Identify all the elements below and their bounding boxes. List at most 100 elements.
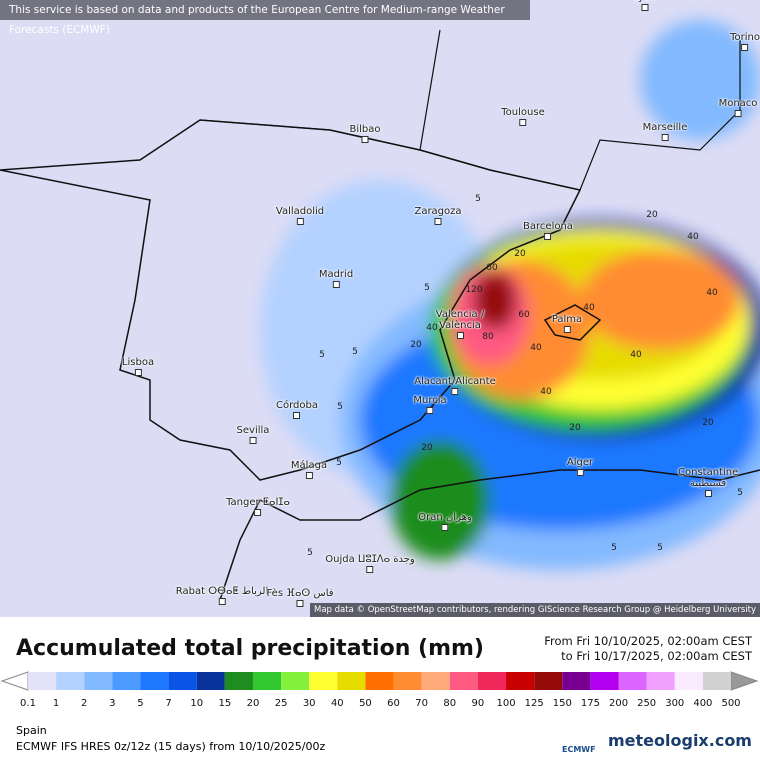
city-label: Lisboa xyxy=(122,357,154,376)
ecmwf-logo[interactable]: ECMWF xyxy=(562,745,596,754)
legend-swatch xyxy=(674,672,703,690)
legend-label: 175 xyxy=(580,698,600,709)
legend-label: 80 xyxy=(443,698,457,709)
city-label: Constantine قسنطينة xyxy=(678,467,738,497)
legend-arrow-high xyxy=(730,671,759,691)
city-label: Torino xyxy=(730,32,760,51)
contour-label: 5 xyxy=(319,350,325,360)
contour-label: 60 xyxy=(486,263,498,273)
contour-label: 20 xyxy=(514,249,526,259)
legend-swatch xyxy=(112,672,141,690)
contour-label: 40 xyxy=(706,288,718,298)
city-label: Madrid xyxy=(319,269,353,288)
legend-swatch xyxy=(702,672,731,690)
legend-label: 10 xyxy=(190,698,204,709)
city-label: Tanger ⵟⴰⵏⵊⴰ xyxy=(226,497,290,516)
legend-label: 50 xyxy=(359,698,372,709)
city-label: Valladolid xyxy=(276,206,324,225)
city-label: Barcelona xyxy=(523,221,573,240)
contour-label: 120 xyxy=(465,285,483,295)
contour-label: 20 xyxy=(410,340,422,350)
legend-swatch xyxy=(252,672,282,690)
contour-label: 40 xyxy=(630,350,642,360)
legend-label: 7 xyxy=(165,698,172,709)
legend-swatch xyxy=(646,672,675,690)
city-label: Toulouse xyxy=(501,107,544,126)
legend-swatch xyxy=(196,672,225,690)
meteologix-logo[interactable]: meteologix.com xyxy=(608,731,752,750)
legend-label: 40 xyxy=(330,698,344,709)
contour-label: 80 xyxy=(482,332,494,342)
legend-swatch xyxy=(477,672,507,690)
city-label: Lyon xyxy=(633,0,656,11)
banner: This service is based on data and produc… xyxy=(0,0,530,36)
legend-label: 5 xyxy=(137,698,144,709)
city-label: Málaga xyxy=(291,460,327,479)
contour-label: 40 xyxy=(530,343,542,353)
legend-swatch xyxy=(56,672,85,690)
legend-swatch xyxy=(224,672,253,690)
contour-label: 20 xyxy=(569,423,581,433)
contour-label: 5 xyxy=(352,347,358,357)
city-label: Alger xyxy=(567,457,593,476)
city-label: Rabat ⵔⴱⴰⵟ الرباط xyxy=(176,586,268,605)
region: Spain xyxy=(16,724,47,737)
legend-label: 2 xyxy=(81,698,88,709)
legend-label: 125 xyxy=(524,698,544,709)
city-label: Sevilla xyxy=(237,425,270,444)
city-label: Marseille xyxy=(643,122,688,141)
city-label: Zaragoza xyxy=(414,206,461,225)
legend-swatch xyxy=(421,672,450,690)
legend-swatch xyxy=(281,672,310,690)
precip-field xyxy=(0,20,760,601)
contour-label: 40 xyxy=(540,387,552,397)
contour-label: 60 xyxy=(518,310,530,320)
attribution[interactable]: Map data © OpenStreetMap contributors, r… xyxy=(310,603,760,617)
legend-label: 25 xyxy=(274,698,288,709)
legend-label: 400 xyxy=(693,698,713,709)
legend-label: 150 xyxy=(552,698,572,709)
period-to: to Fri 10/17/2025, 02:00am CEST xyxy=(561,649,752,663)
legend-label: 90 xyxy=(471,698,485,709)
contour-label: 5 xyxy=(337,402,343,412)
contour-label: 5 xyxy=(336,458,342,468)
legend-swatch xyxy=(84,672,113,690)
legend-label: 100 xyxy=(496,698,516,709)
legend-label: 30 xyxy=(302,698,316,709)
city-label: Oran وهران xyxy=(418,512,471,531)
legend-label: 60 xyxy=(387,698,400,709)
contour-label: 40 xyxy=(583,303,595,313)
city-label: Fès ⴼⴰⵙ فاس xyxy=(266,588,333,607)
city-label: Monaco xyxy=(719,98,758,117)
map[interactable]: This service is based on data and produc… xyxy=(0,0,760,617)
legend-swatch xyxy=(506,672,535,690)
legend-label: 500 xyxy=(721,698,741,709)
legend-arrow-low xyxy=(0,671,29,691)
model-info: ECMWF IFS HRES 0z/12z (15 days) from 10/… xyxy=(16,740,326,753)
legend-label: 300 xyxy=(665,698,685,709)
contour-label: 20 xyxy=(646,210,658,220)
legend-swatch xyxy=(309,672,338,690)
city-label: Palma xyxy=(552,314,582,333)
legend-swatch xyxy=(618,672,647,690)
legend-swatch xyxy=(140,672,169,690)
contour-label: 5 xyxy=(424,283,430,293)
legend-swatch xyxy=(534,672,563,690)
legend-swatch xyxy=(337,672,366,690)
contour-label: 20 xyxy=(421,443,433,453)
legend-label: 1 xyxy=(52,698,60,709)
legend-swatch xyxy=(393,672,422,690)
legend-swatch xyxy=(562,672,591,690)
city-label: Valencia / València xyxy=(430,309,490,339)
legend-swatch xyxy=(449,672,478,690)
title: Accumulated total precipitation (mm) xyxy=(16,636,484,661)
legend: 0.1 1 2 3 5 7 10 15 20 25 30 40 50 60 70 80 90 100 125 150 1… xyxy=(0,670,760,710)
city-label: Córdoba xyxy=(276,400,318,419)
legend-swatch xyxy=(168,672,197,690)
period: From Fri 10/10/2025, 02:00am CEST to Fri… xyxy=(544,634,752,664)
city-label: Murcia xyxy=(413,395,446,414)
contour-label: 5 xyxy=(475,194,481,204)
legend-bar xyxy=(0,671,759,691)
contour-label: 40 xyxy=(426,323,438,333)
